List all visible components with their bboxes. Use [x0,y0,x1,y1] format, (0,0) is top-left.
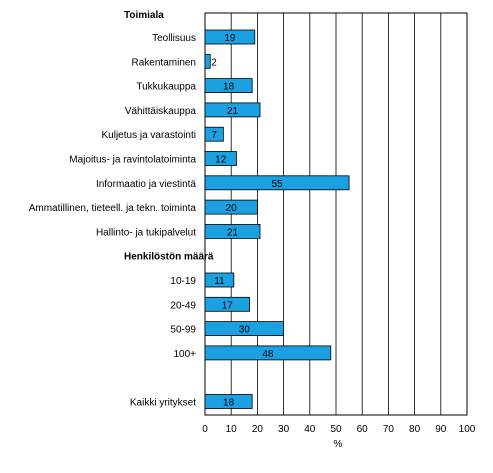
bar [204,151,237,166]
x-tick-label: 80 [409,424,421,435]
x-tick-label: 20 [252,424,264,435]
bar-value-label: 11 [214,276,225,287]
bar-value-label: 20 [226,203,238,214]
bar [204,321,284,337]
bar [204,29,256,45]
bar [204,272,235,288]
x-tick-label: 70 [383,424,395,435]
category-label: 20-49 [170,300,196,311]
bar-value-label: 30 [239,325,251,336]
bar [204,78,253,93]
bar-value-label: 18 [223,82,235,93]
bar-value-label: 12 [215,155,227,166]
bar [204,199,258,215]
x-tick-label: 60 [357,424,369,435]
category-label: Informaatio ja viestintä [96,179,196,190]
group-heading: Henkilöstön määrä [124,252,214,263]
category-label: Rakentaminen [132,57,196,68]
category-label: Tukkukauppa [136,82,196,93]
x-tick-label: 0 [202,424,208,435]
category-label: 10-19 [170,276,196,287]
group-heading: Toimiala [124,10,164,21]
bar [204,345,332,361]
x-axis-label: % [334,439,343,450]
bar-value-label: 18 [223,398,235,409]
category-label: Vähittäiskauppa [125,106,197,117]
category-label: Kuljetus ja varastointi [102,130,197,141]
bar [204,223,261,239]
bar [204,53,211,69]
bar-value-label: 19 [224,33,236,44]
bar-value-label: 2 [211,57,217,68]
bar [204,175,350,191]
category-label: Majoitus- ja ravintolatoiminta [69,155,196,166]
bar [204,394,253,409]
category-label: 100+ [173,349,196,360]
category-labels: Toimiala Teollisuus Rakentaminen Tukkukaupp… [29,10,214,409]
bar-value-label: 48 [262,349,274,360]
x-axis-ticks: 0 10 20 30 40 50 60 70 80 90 100 [202,424,476,435]
bar-value-label: 17 [222,300,234,311]
bar [204,126,224,142]
bar [204,102,261,118]
category-label: Ammatillinen, tieteell. ja tekn. toimint… [29,203,197,214]
x-tick-label: 10 [226,424,238,435]
bar [204,296,250,312]
bar-value-label: 21 [227,227,239,238]
category-label: Teollisuus [152,33,196,44]
category-label: Hallinto- ja tukipalvelut [96,227,196,238]
bar-value-label: 7 [211,130,217,141]
x-tick-label: 40 [304,424,316,435]
x-tick-label: 100 [459,424,476,435]
x-tick-label: 50 [330,424,342,435]
x-tick-label: 30 [278,424,290,435]
bar-value-label: 55 [271,179,283,190]
x-tick-label: 90 [435,424,447,435]
bar-value-label: 21 [227,106,239,117]
category-label: 50-99 [170,325,196,336]
bars: 19 2 18 21 7 12 55 20 21 11 17 30 48 18 [204,29,350,409]
category-label: Kaikki yritykset [130,398,196,409]
